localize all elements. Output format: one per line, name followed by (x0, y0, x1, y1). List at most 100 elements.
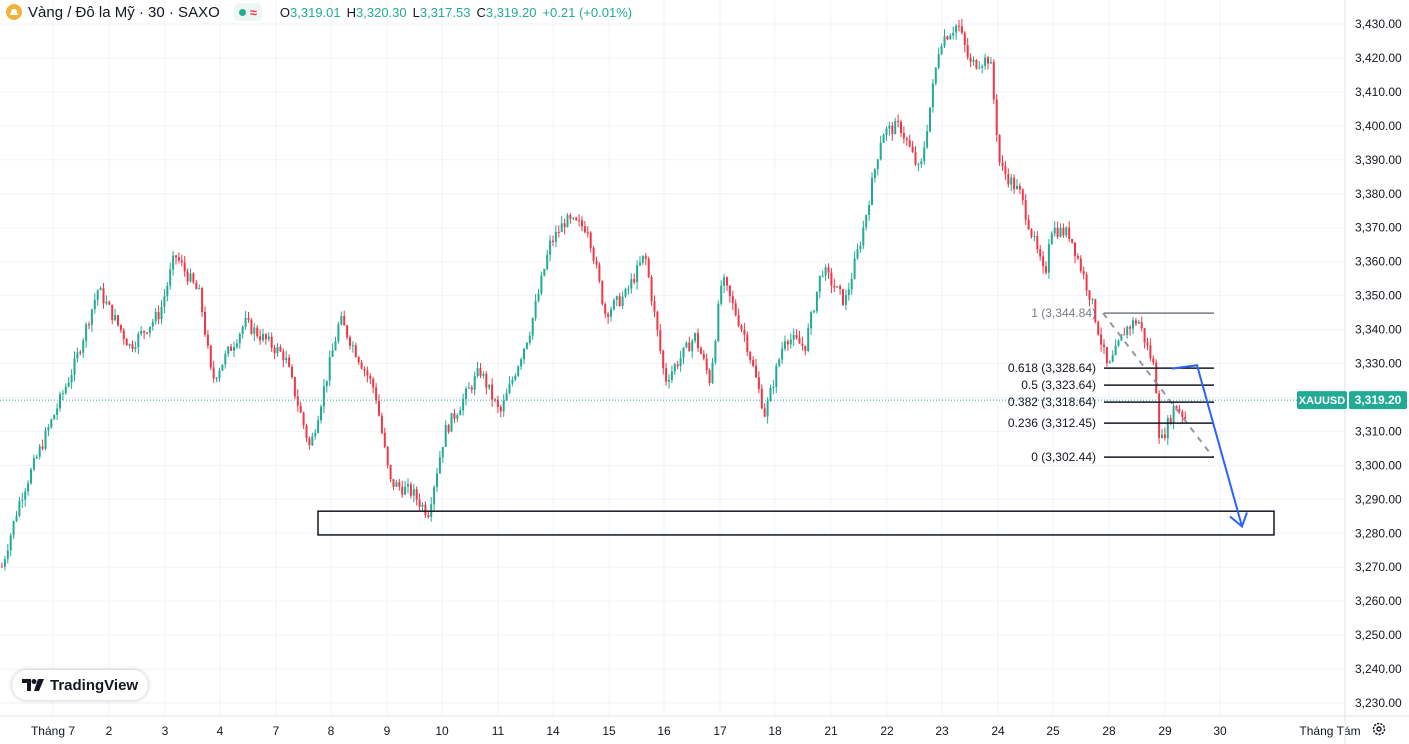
candle-body-up (172, 255, 175, 270)
candle-body-down (1004, 166, 1007, 175)
candle-body-down (987, 57, 989, 64)
candle-body-down (1074, 242, 1076, 257)
candle-body-down (79, 352, 82, 354)
candle-body-up (520, 359, 523, 367)
candle-body-down (1027, 219, 1030, 230)
candle-body-down (427, 515, 430, 518)
candle-body-down (183, 262, 186, 272)
support-zone-rectangle[interactable] (317, 510, 1275, 536)
candle-body-up (1117, 340, 1120, 346)
candle-body-up (670, 371, 673, 381)
candle-body-down (914, 152, 917, 165)
candle-body-up (99, 288, 102, 291)
candle-body-down (563, 223, 566, 228)
candle-body-up (923, 147, 926, 162)
candle-body-down (656, 311, 659, 331)
candle-body-up (566, 215, 569, 228)
candle-body-up (937, 53, 940, 68)
symbol-tag[interactable] (1297, 391, 1347, 410)
candle-body-up (528, 335, 531, 343)
candle-body-down (293, 377, 296, 397)
candle-body-down (737, 315, 740, 326)
candle-body-down (1152, 358, 1155, 363)
candle-body-up (253, 327, 256, 334)
candle-body-up (981, 65, 984, 68)
x-tick-label: 11 (492, 724, 505, 738)
candle-body-down (206, 334, 209, 346)
candle-body-down (1076, 256, 1079, 259)
candle-body-up (404, 486, 407, 495)
gear-icon[interactable] (1370, 720, 1388, 738)
candle-body-down (998, 134, 1001, 163)
candle-body-down (801, 343, 804, 346)
tradingview-logo-text: TradingView (50, 676, 139, 694)
candle-body-up (325, 380, 328, 387)
y-tick-label: 3,360.00 (1355, 255, 1402, 269)
tradingview-logo[interactable]: TradingView (12, 670, 149, 700)
x-tick-label: 14 (546, 724, 560, 738)
candle-body-down (705, 358, 708, 371)
candle-body-up (810, 312, 813, 329)
candle-body-down (633, 279, 636, 283)
candle-body-down (760, 388, 763, 409)
x-tick-label: 4 (217, 724, 224, 738)
candle-body-down (833, 285, 836, 288)
candle-body-down (1169, 417, 1172, 423)
candle-body-down (960, 26, 963, 33)
candle-body-down (995, 99, 998, 135)
y-tick-label: 3,430.00 (1355, 17, 1402, 31)
candle-body-up (853, 258, 856, 279)
candle-body-up (224, 353, 227, 365)
candle-body-up (59, 393, 61, 409)
candle-body-up (711, 362, 714, 383)
candle-body-up (233, 347, 235, 351)
candle-body-down (357, 357, 360, 363)
candle-body-up (931, 83, 934, 108)
candle-body-down (479, 368, 482, 376)
candle-body-down (963, 32, 966, 46)
chart-header: Vàng / Đô la Mỹ · 30 · SAXO ≈ O3,319.01 … (6, 2, 632, 22)
candle-body-up (137, 333, 140, 348)
candle-body-up (685, 342, 688, 348)
open-label: O (279, 4, 291, 20)
candle-body-down (1082, 270, 1085, 275)
candle-body-down (905, 138, 908, 141)
candle-body-up (262, 334, 264, 341)
candle-body-down (302, 412, 305, 426)
candle-body-down (180, 260, 183, 263)
symbol-tag-label: XAUUSD (1299, 395, 1346, 407)
symbol-title[interactable]: Vàng / Đô la Mỹ · 30 · SAXO (28, 3, 220, 21)
candle-body-up (412, 489, 415, 496)
candle-body-down (88, 324, 90, 326)
candle-body-down (902, 133, 905, 139)
candle-body-up (639, 262, 641, 266)
candle-body-up (952, 32, 955, 36)
candle-body-up (778, 359, 781, 366)
candle-body-up (612, 299, 615, 310)
y-tick-label: 3,380.00 (1355, 187, 1402, 201)
high-value: 3,320.30 (356, 4, 407, 20)
candle-body-down (259, 336, 262, 341)
market-status-badge[interactable]: ≈ (233, 3, 262, 21)
candle-body-down (491, 384, 494, 400)
projection-path-line[interactable] (1171, 364, 1243, 527)
candle-body-up (9, 535, 12, 551)
candle-body-up (673, 364, 676, 372)
candle-body-up (3, 559, 6, 567)
candle-body-up (32, 458, 35, 470)
candle-body-up (546, 254, 549, 270)
candle-body-down (586, 232, 589, 234)
x-tick-label: 17 (713, 724, 727, 738)
candle-body-up (876, 159, 879, 170)
y-tick-label: 3,350.00 (1355, 289, 1402, 303)
x-tick-label: 16 (657, 724, 671, 738)
candle-body-down (192, 273, 195, 283)
candle-body-up (24, 491, 27, 500)
candle-body-down (453, 413, 456, 419)
candle-body-up (438, 457, 441, 474)
candle-body-down (360, 362, 363, 369)
candle-body-up (1120, 334, 1123, 341)
candle-body-down (1056, 227, 1059, 237)
candle-body-up (792, 334, 795, 340)
